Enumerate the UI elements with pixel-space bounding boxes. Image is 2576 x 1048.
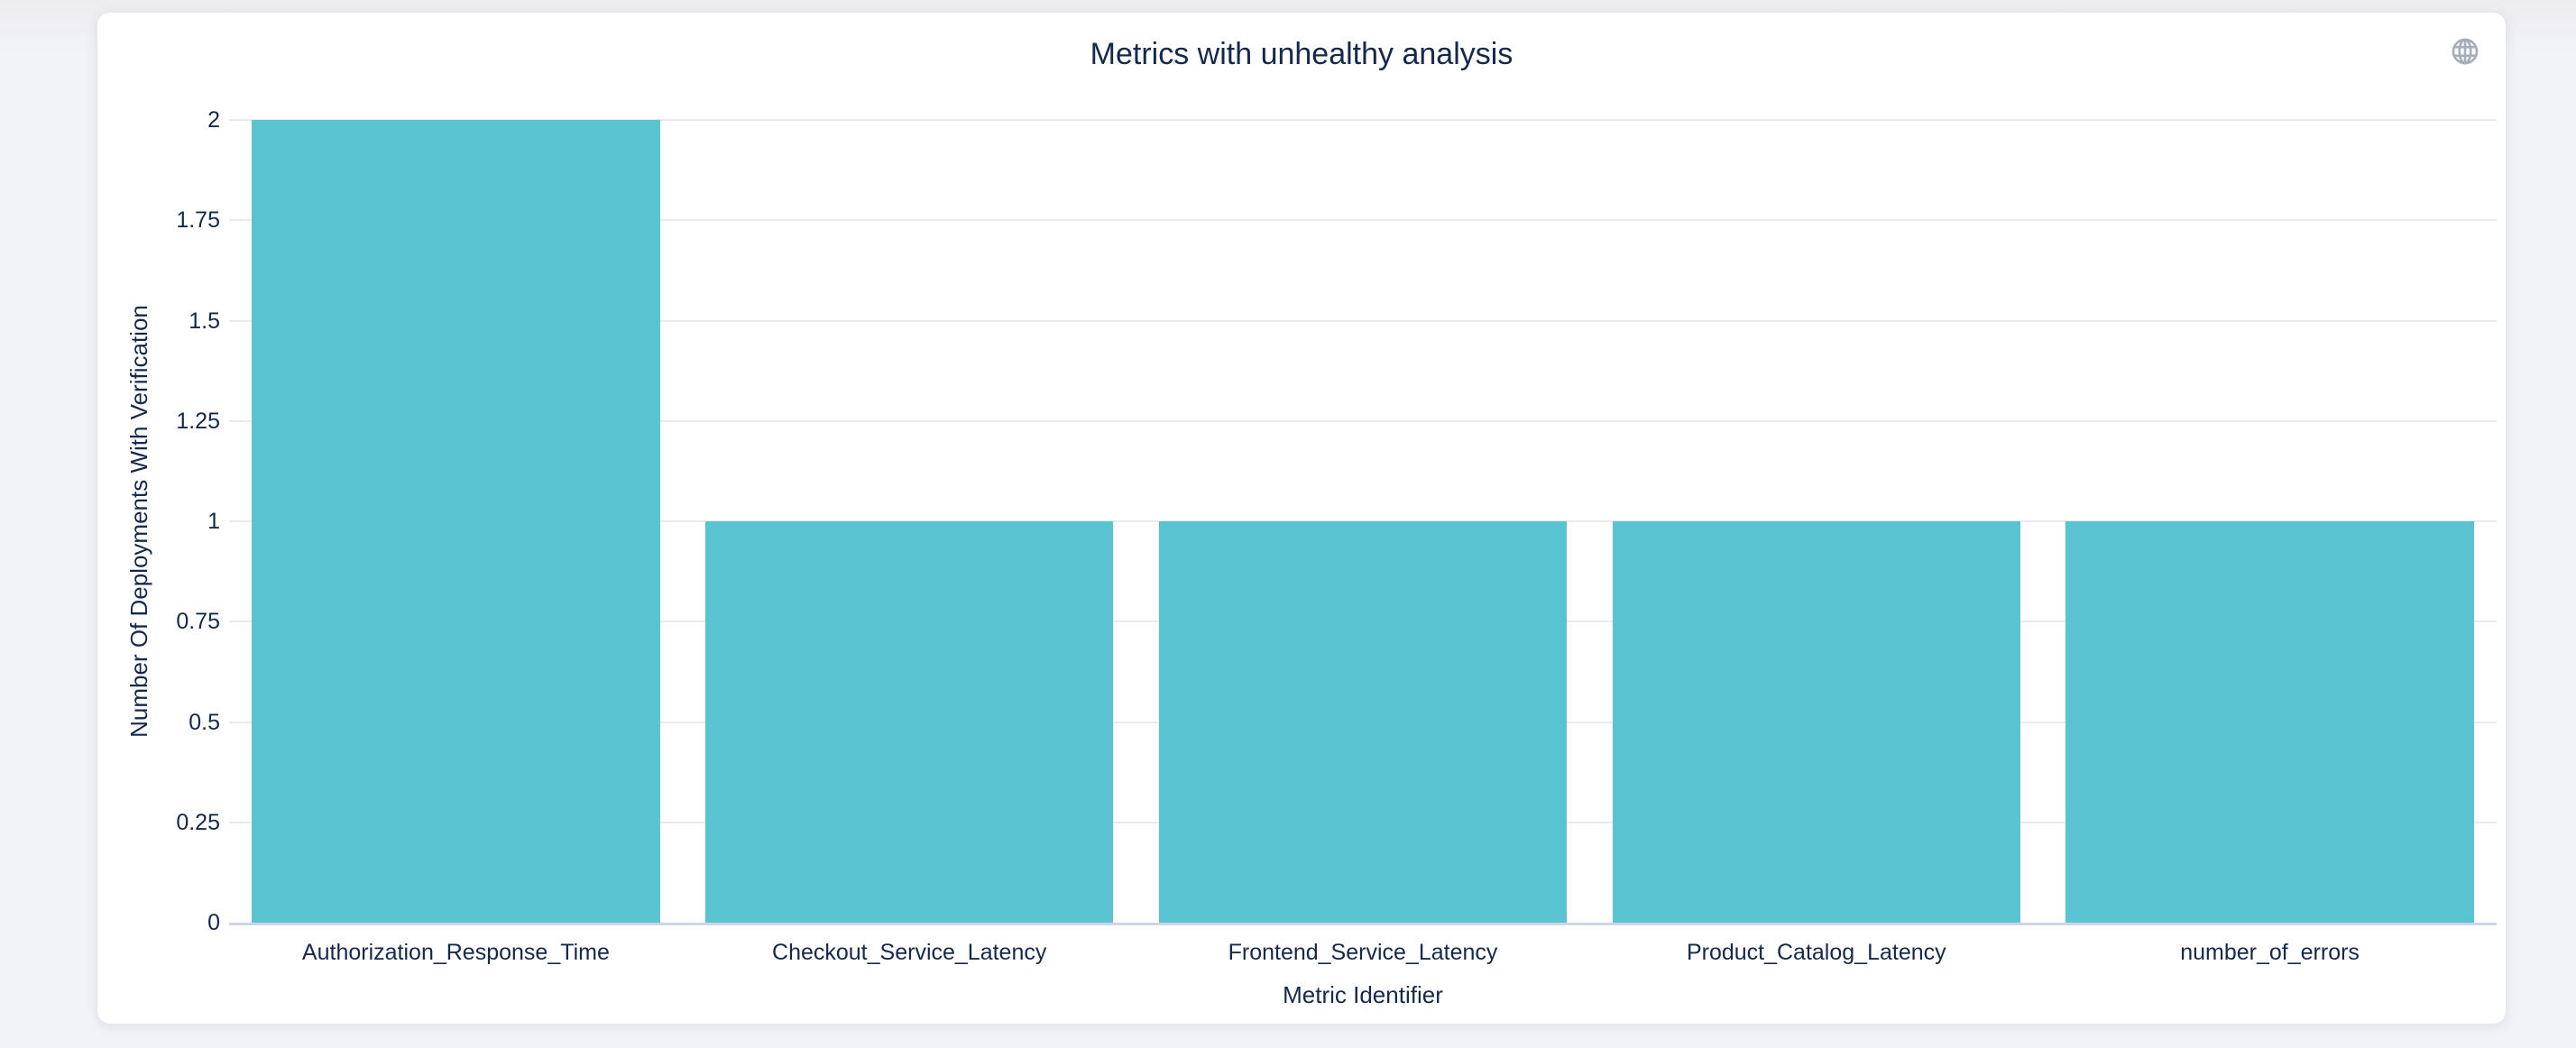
bar-Checkout_Service_Latency[interactable]: [704, 521, 1114, 923]
y-tick-label: 1: [207, 509, 220, 534]
globe-icon[interactable]: [2448, 34, 2482, 69]
chart-card: Metrics with unhealthy analysis Number O…: [97, 13, 2506, 1024]
y-tick-label: 1.5: [189, 308, 220, 334]
x-axis-zero-line: [229, 923, 2497, 925]
y-tick-label: 0: [207, 910, 220, 935]
bar-Authorization_Response_Time[interactable]: [252, 120, 660, 923]
y-tick-label: 2: [207, 107, 220, 133]
x-tick-label: Product_Catalog_Latency: [1686, 940, 1946, 965]
y-tick-label: 0.75: [176, 609, 220, 635]
y-tick-label: 1.25: [176, 408, 220, 434]
x-tick-label: number_of_errors: [2180, 940, 2360, 965]
bar-Product_Catalog_Latency[interactable]: [1612, 521, 2021, 923]
gridline: [229, 119, 2497, 121]
bar-Frontend_Service_Latency[interactable]: [1158, 521, 1568, 923]
y-tick-label: 0.5: [189, 709, 220, 735]
gridline: [229, 219, 2497, 222]
y-tick-label: 1.75: [176, 207, 220, 234]
globe-icon-svg: [2452, 38, 2479, 65]
x-tick-label: Checkout_Service_Latency: [772, 940, 1047, 965]
chart-title: Metrics with unhealthy analysis: [1090, 37, 1513, 71]
y-tick-label: 0.25: [176, 809, 220, 835]
x-tick-label: Frontend_Service_Latency: [1228, 940, 1498, 965]
bar-number_of_errors[interactable]: [2065, 521, 2474, 923]
x-axis-title: Metric Identifier: [1283, 981, 1443, 1008]
x-tick-label: Authorization_Response_Time: [301, 940, 610, 965]
gridline: [229, 319, 2497, 322]
gridline: [229, 419, 2497, 422]
